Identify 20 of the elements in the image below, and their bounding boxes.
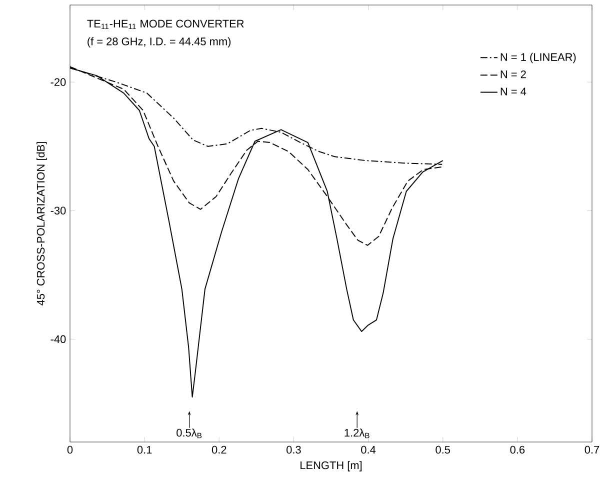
x-tick-label: 0.1 bbox=[137, 446, 152, 454]
annotation: 0.5λ$_{B}$ bbox=[176, 428, 202, 438]
text: (f = 28 GHz, I.D. = 44.45 mm) bbox=[88, 37, 231, 48]
x-tick-label: 0.4 bbox=[361, 446, 376, 454]
x-tick-label: 0.3 bbox=[286, 446, 301, 454]
legend-label: N = 2 bbox=[500, 70, 526, 78]
x-tick-label: 0.2 bbox=[212, 446, 226, 454]
y-tick-label: -20 bbox=[50, 78, 66, 86]
y-tick-label: -40 bbox=[50, 335, 66, 344]
x-axis-title: LENGTH [m] bbox=[300, 461, 362, 472]
x-tick-label: 0.6 bbox=[510, 446, 525, 454]
legend-label: N = 1 (LINEAR) bbox=[500, 52, 576, 64]
annotation: 1.2λ$_{B}$ bbox=[344, 428, 370, 438]
y-tick-label: -30 bbox=[50, 206, 66, 215]
x-tick-label: 0.5 bbox=[436, 446, 450, 454]
text: TE$_{11}$-HE$_{11}$ MODE CONVERTER bbox=[87, 20, 244, 30]
y-axis-title: 45° CROSS-POLARIZATION [dB] bbox=[36, 142, 47, 306]
legend-label: N = 4 bbox=[500, 88, 526, 96]
x-tick-label: 0.7 bbox=[584, 446, 600, 454]
x-tick-label: 0 bbox=[67, 446, 73, 454]
